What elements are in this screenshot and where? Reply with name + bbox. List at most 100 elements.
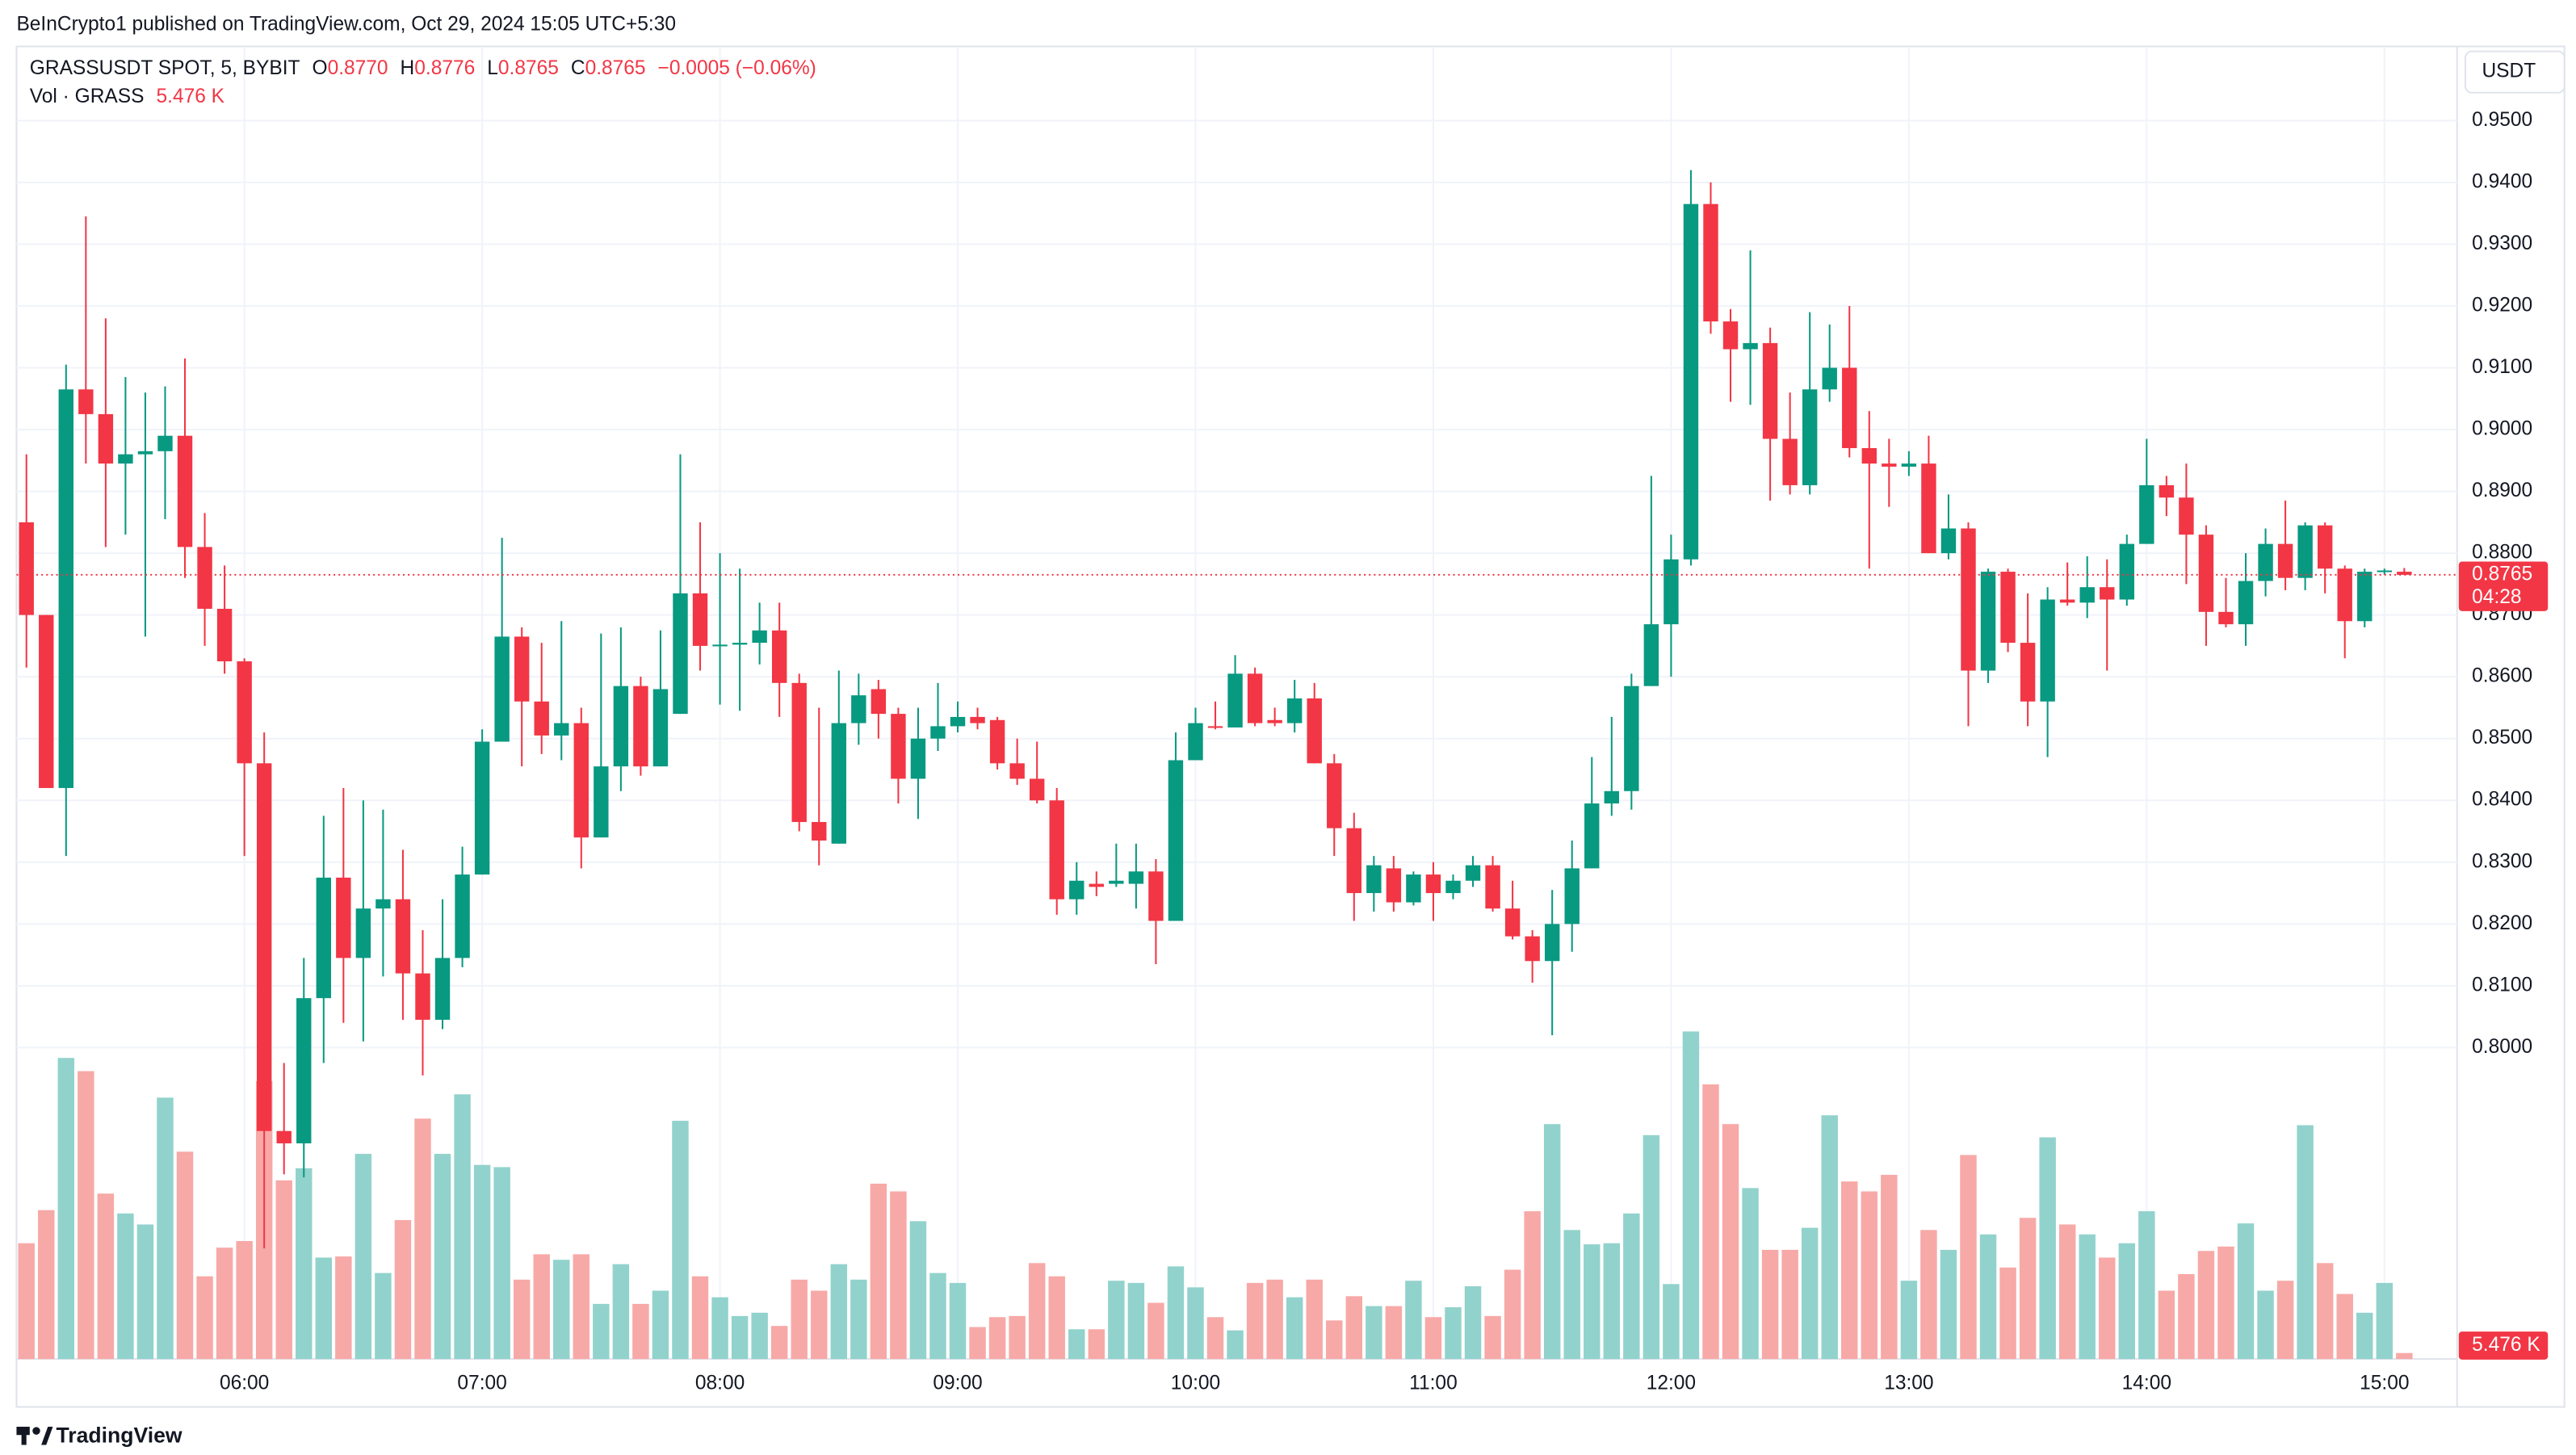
candle-body (554, 723, 569, 736)
volume-bar (969, 1327, 986, 1360)
volume-bar (1028, 1263, 1046, 1360)
volume-bar (236, 1240, 253, 1360)
candle-body (534, 701, 549, 736)
candle-body (177, 435, 193, 547)
legend-close: 0.8765 (585, 58, 646, 80)
volume-bar (2336, 1294, 2353, 1360)
candle-body (891, 714, 906, 779)
x-tick-label: 08:00 (695, 1372, 745, 1394)
candle-body (851, 695, 866, 723)
y-tick-label: 0.8500 (2472, 727, 2532, 748)
candle-body (1683, 203, 1699, 560)
y-tick-label: 0.9400 (2472, 170, 2532, 192)
volume-bar (216, 1247, 233, 1360)
volume-bar (1940, 1249, 1957, 1360)
volume-bar (1068, 1329, 1085, 1360)
last-price-label: 0.8765 (2472, 563, 2532, 585)
volume-bar (1127, 1282, 1145, 1360)
volume-bar (2237, 1223, 2255, 1360)
candle-body (1346, 828, 1361, 894)
volume-bar (1861, 1191, 1878, 1360)
volume-bar (731, 1315, 749, 1360)
candle-body (2119, 543, 2134, 600)
volume-bar (57, 1058, 75, 1360)
candle-body (1564, 868, 1580, 925)
legend-volume: 5.476 K (157, 86, 225, 107)
volume-bar (2099, 1257, 2116, 1360)
volume-bar (811, 1290, 828, 1360)
candle-body (1901, 463, 1917, 467)
volume-bar (1504, 1269, 1521, 1360)
candle-body (1842, 367, 1857, 448)
x-tick-label: 06:00 (220, 1372, 269, 1394)
volume-bar (1286, 1297, 1303, 1360)
legend-volume-line: Vol · GRASS 5.476 K (30, 86, 225, 107)
candle-body (2198, 535, 2214, 612)
volume-bar (296, 1168, 313, 1360)
y-tick-label: 0.8200 (2472, 912, 2532, 934)
x-tick-label: 10:00 (1171, 1372, 1220, 1394)
candle-body (1921, 463, 1936, 554)
candle-body (157, 435, 173, 451)
candle-body (1366, 865, 1382, 894)
volume-bar (1424, 1317, 1442, 1360)
volume-bar (2217, 1246, 2234, 1360)
volume-bar (2118, 1243, 2136, 1360)
volume-bar (1900, 1281, 1918, 1360)
candle-body (831, 723, 846, 844)
volume-bar (2197, 1251, 2215, 1360)
volume-bar (612, 1264, 630, 1360)
x-tick-label: 14:00 (2122, 1372, 2171, 1394)
volume-bar (493, 1167, 510, 1360)
candle-body (2377, 570, 2392, 572)
candle-body (1267, 719, 1282, 723)
candle-body (118, 454, 133, 464)
y-tick-label: 0.9100 (2472, 356, 2532, 378)
candle-body (652, 689, 669, 767)
volume-bar (1366, 1306, 1382, 1360)
volume-bar (1048, 1276, 1065, 1360)
candle-body (2397, 572, 2412, 575)
volume-bar (1246, 1282, 1264, 1360)
candle-body (2100, 587, 2115, 600)
candle-body (1663, 559, 1679, 625)
candle-body (594, 766, 609, 838)
volume-bar (1979, 1234, 1997, 1360)
volume-bar (1524, 1211, 1541, 1360)
volume-bar (117, 1213, 134, 1360)
volume-bar (315, 1257, 333, 1360)
volume-bar (1603, 1243, 1621, 1360)
candle-body (1227, 673, 1243, 728)
volume-bar (434, 1154, 451, 1360)
candle-body (39, 614, 54, 788)
volume-bar (1088, 1329, 1105, 1360)
overlay: 0.8000 0.8100 0.8200 0.8300 0.8400 0.8500 0.86… (16, 109, 2549, 1394)
candle-body (98, 413, 114, 464)
candle-body (1762, 342, 1778, 439)
volume-bar (1227, 1330, 1244, 1360)
candle-body (1029, 778, 1045, 801)
volume-bar (949, 1282, 967, 1360)
volume-bar (1801, 1227, 1819, 1360)
volume-bar (711, 1297, 728, 1360)
volume-bar (1781, 1249, 1798, 1360)
volume-bar (1682, 1031, 1700, 1360)
candle-body (1525, 936, 1540, 962)
candle-body (256, 763, 272, 1131)
candle-body (2040, 599, 2055, 702)
volume-bar (2158, 1290, 2175, 1360)
volume-bar (1206, 1317, 1224, 1360)
candle-body (276, 1130, 292, 1144)
candle-body (1128, 871, 1144, 884)
last-price-tag (2458, 561, 2549, 611)
y-tick-label: 0.8800 (2472, 542, 2532, 564)
volume-bar (2276, 1281, 2294, 1360)
candle-body (2297, 525, 2313, 578)
y-tick-label: 0.9500 (2472, 109, 2532, 131)
volume-bar (672, 1121, 689, 1360)
candle-body (514, 636, 530, 702)
unit-box[interactable] (2464, 50, 2566, 94)
legend-l-label: L (487, 58, 498, 80)
legend-h-label: H (401, 58, 415, 80)
volume-bar (553, 1260, 570, 1360)
